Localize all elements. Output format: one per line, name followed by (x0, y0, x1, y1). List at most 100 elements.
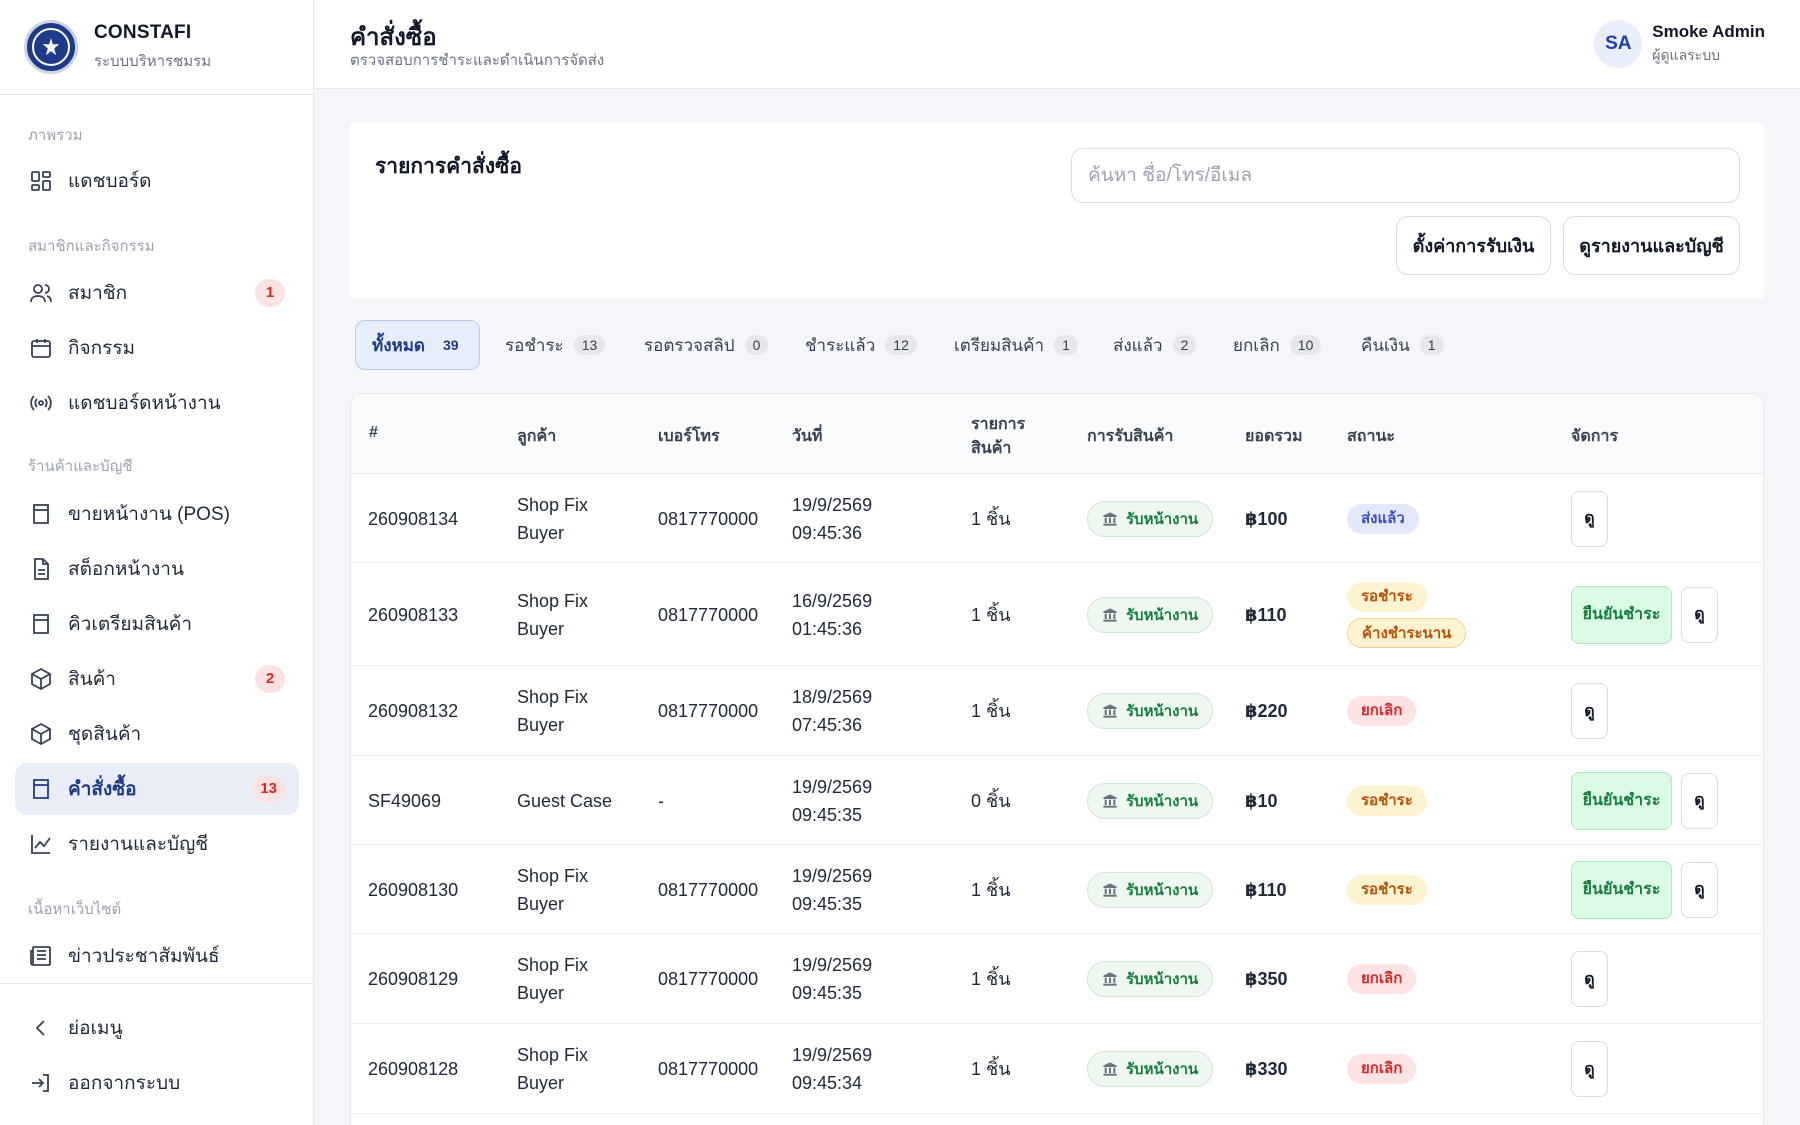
pickup-label: รับหน้างาน (1126, 703, 1199, 720)
sidebar-item-events[interactable]: กิจกรรม (15, 322, 299, 374)
order-id: 260908132 (368, 701, 459, 721)
panel-title: รายการคำสั่งซื้อ (375, 155, 522, 178)
order-date: 19/9/2569 (792, 955, 873, 975)
tab-all[interactable]: ทั้งหมด 39 (355, 320, 480, 370)
calendar-icon (28, 335, 54, 361)
logout-button[interactable]: ออกจากระบบ (15, 1057, 299, 1109)
sidebar-item-label: ขายหน้างาน (POS) (68, 504, 230, 525)
confirm-payment-button[interactable]: ยืนยันชำระ (1571, 860, 1672, 919)
view-order-button[interactable]: ดู (1571, 1041, 1608, 1097)
tab-label: รอชำระ (505, 335, 564, 355)
tab-label: เตรียมสินค้า (954, 335, 1045, 355)
sidebar-item-orders[interactable]: คำสั่งซื้อ 13 (15, 763, 299, 815)
search-input[interactable] (1071, 148, 1740, 203)
order-total: ฿330 (1245, 1059, 1288, 1079)
view-reports-button[interactable]: ดูรายงานและบัญชี (1563, 216, 1740, 275)
tab-count: 10 (1289, 335, 1322, 355)
sidebar-item-members[interactable]: สมาชิก 1 (15, 267, 299, 319)
order-total: ฿10 (1245, 790, 1278, 811)
phone: 0817770000 (658, 701, 759, 721)
tab-count: 12 (885, 335, 917, 355)
pickup-badge: รับหน้างาน (1087, 596, 1214, 633)
sidebar-item-label: ข่าวประชาสัมพันธ์ (68, 946, 220, 967)
bundle-icon (28, 721, 54, 747)
bank-icon (1102, 703, 1126, 719)
sidebar-item-news[interactable]: ข่าวประชาสัมพันธ์ (15, 930, 299, 982)
sidebar-item-live-dashboard[interactable]: แดชบอร์ดหน้างาน (15, 377, 299, 429)
page-subtitle: ตรวจสอบการชำระและดำเนินการจัดส่ง (350, 52, 605, 69)
order-id: 260908129 (368, 969, 459, 989)
col-phone: เบอร์โทร (658, 428, 720, 445)
pickup-badge: รับหน้างาน (1087, 500, 1214, 537)
tab-count: 0 (744, 335, 769, 355)
pickup-badge: รับหน้างาน (1087, 871, 1214, 908)
tab-preparing[interactable]: เตรียมสินค้า 1 (938, 320, 1094, 370)
overdue-badge: ค้างชำระนาน (1347, 617, 1467, 648)
tab-label: ชำระแล้ว (805, 335, 876, 355)
phone: 0817770000 (658, 879, 759, 900)
table-row: 260908134 Shop Fix Buyer 0817770000 19/9/256… (351, 474, 1763, 563)
customer-name-line2: Buyer (517, 715, 565, 735)
view-order-button[interactable]: ดู (1571, 490, 1608, 547)
sidebar-item-bundles[interactable]: ชุดสินค้า (15, 708, 299, 760)
status-badge: ยกเลิก (1347, 696, 1417, 726)
tab-shipped[interactable]: ส่งแล้ว 2 (1097, 320, 1212, 370)
sidebar-item-label: ออกจากระบบ (68, 1073, 181, 1094)
table-row: 260908133 Shop Fix Buyer 0817770000 16/9/256… (351, 563, 1763, 666)
tab-refunded[interactable]: คืนเงิน 1 (1345, 320, 1460, 370)
sidebar-item-label: ชุดสินค้า (68, 724, 142, 745)
logo (24, 20, 78, 74)
table-header: # ลูกค้า เบอร์โทร วันที่ รายการ สินค้า ก… (351, 394, 1763, 474)
collapse-menu-button[interactable]: ย่อเมนู (15, 1002, 299, 1054)
tab-cancelled[interactable]: ยกเลิก 10 (1217, 320, 1337, 370)
tab-awaiting-slip[interactable]: รอตรวจสลิป 0 (628, 320, 784, 370)
col-status: สถานะ (1347, 428, 1395, 445)
item-count: 1 ชิ้น (971, 508, 1011, 529)
col-customer: ลูกค้า (517, 428, 557, 445)
view-order-button[interactable]: ดู (1681, 861, 1718, 918)
view-order-button[interactable]: ดู (1681, 586, 1718, 643)
tab-count: 2 (1172, 335, 1197, 355)
payment-settings-button[interactable]: ตั้งค่าการรับเงิน (1396, 216, 1551, 275)
tab-count: 1 (1054, 335, 1078, 355)
pickup-badge: รับหน้างาน (1087, 782, 1214, 819)
sidebar-item-products[interactable]: สินค้า 2 (15, 653, 299, 705)
order-time: 09:45:35 (792, 804, 863, 825)
status-badge: รอชำระ (1347, 581, 1427, 612)
order-date: 19/9/2569 (792, 776, 873, 797)
status-badge: ยกเลิก (1347, 1054, 1417, 1084)
view-order-button[interactable]: ดู (1681, 772, 1718, 829)
tab-count: 13 (573, 335, 606, 355)
col-actions: จัดการ (1571, 428, 1619, 445)
phone: 0817770000 (658, 604, 759, 625)
pickup-badge: รับหน้างาน (1087, 693, 1214, 729)
sidebar-item-label: คิวเตรียมสินค้า (68, 614, 193, 635)
customer-name-line2: Buyer (517, 1073, 565, 1093)
sidebar-item-label: แดชบอร์ด (68, 171, 152, 192)
sidebar-item-stock[interactable]: สต็อกหน้างาน (15, 543, 299, 595)
order-date: 19/9/2569 (792, 865, 873, 886)
brand-subtitle: ระบบบริหารชมรม (94, 52, 212, 70)
pickup-label: รับหน้างาน (1126, 1061, 1199, 1078)
sidebar-item-label: สต็อกหน้างาน (68, 559, 184, 580)
sidebar-item-label: คำสั่งซื้อ (68, 779, 137, 800)
sidebar-item-label: สมาชิก (68, 283, 128, 304)
sidebar-item-dashboard[interactable]: แดชบอร์ด (15, 155, 299, 207)
sidebar-item-pos[interactable]: ขายหน้างาน (POS) (15, 488, 299, 540)
document-icon (28, 556, 54, 582)
user-menu[interactable]: SA Smoke Admin ผู้ดูแลระบบ (1594, 20, 1765, 68)
view-order-button[interactable]: ดู (1571, 951, 1608, 1007)
sidebar-item-reports[interactable]: รายงานและบัญชี (15, 818, 299, 870)
confirm-payment-button[interactable]: ยืนยันชำระ (1571, 771, 1672, 830)
status-badge: รอชำระ (1347, 874, 1427, 905)
confirm-payment-button[interactable]: ยืนยันชำระ (1571, 585, 1672, 644)
pickup-label: รับหน้างาน (1126, 881, 1199, 899)
tab-paid[interactable]: ชำระแล้ว 12 (789, 320, 933, 370)
tab-pending[interactable]: รอชำระ 13 (489, 320, 621, 370)
box-icon (28, 666, 54, 692)
order-time: 09:45:36 (792, 522, 863, 543)
view-order-button[interactable]: ดู (1571, 683, 1608, 739)
table-row: 260908128 Shop Fix Buyer 0817770000 19/9/256… (351, 1024, 1763, 1114)
sidebar-item-prep-queue[interactable]: คิวเตรียมสินค้า (15, 598, 299, 650)
news-icon (28, 943, 54, 969)
